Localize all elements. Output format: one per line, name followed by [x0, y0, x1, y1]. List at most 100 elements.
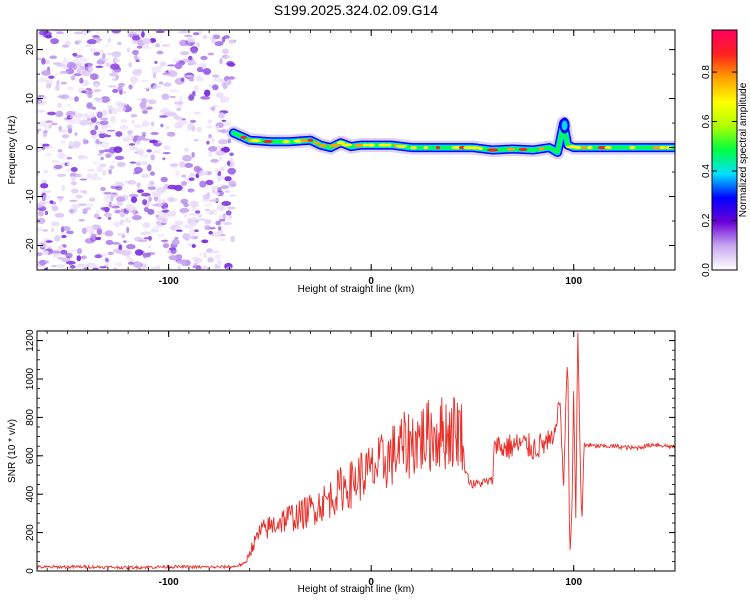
spectrogram-noise-blob — [190, 233, 195, 239]
spectrogram-noise-blob — [114, 58, 121, 63]
spectrogram-noise-blob — [188, 189, 196, 192]
spectrogram-noise-blob — [207, 257, 214, 263]
spectrogram-trace-hotspot — [580, 146, 588, 150]
spectrogram-noise-blob — [117, 232, 127, 236]
spectrogram-noise-blob — [38, 264, 46, 268]
spectrogram-noise-blob — [57, 152, 66, 160]
spectrogram-noise-blob — [42, 197, 46, 202]
spectrogram-noise-blob — [221, 119, 227, 122]
spectrogram-noise-blob — [56, 80, 60, 87]
spectrogram-noise-blob — [61, 185, 65, 192]
spectrogram-noise-blob — [136, 45, 143, 49]
spectrogram-noise-blob — [210, 233, 215, 237]
spectrogram-noise-blob — [70, 75, 76, 81]
spectrogram-noise-blob — [40, 99, 47, 106]
spectrogram-trace-hotspot — [341, 143, 353, 147]
spectrogram-noise-blob — [181, 181, 188, 186]
spectrogram-x-ticks: -100 0 100 — [46, 30, 676, 287]
spectrogram-noise-blob — [196, 259, 203, 262]
spectrogram-noise-blob — [39, 30, 47, 36]
spectrogram-noise-blob — [86, 203, 95, 208]
spectrogram-noise-blob — [211, 105, 216, 112]
spectrogram-noise-blob — [42, 96, 47, 100]
spectrogram-noise-blob — [130, 113, 137, 118]
colorbar-swatch — [712, 30, 737, 270]
spectrogram-noise-blob — [200, 55, 208, 61]
spectrogram-noise-blob — [141, 98, 148, 105]
spectrogram-noise-blob — [206, 125, 213, 129]
spectrogram-noise-blob — [202, 265, 208, 270]
spectrogram-noise-blob — [57, 196, 64, 200]
spectrogram-noise-blob — [215, 92, 224, 98]
spectrogram-noise-blob — [150, 171, 155, 176]
spectrogram-noise-blob — [229, 157, 234, 163]
spectrogram-noise-blob — [106, 52, 113, 56]
spectrogram-trace-hotspot — [487, 148, 499, 152]
spectrogram-noise-blob — [37, 100, 42, 104]
spectrogram-trace-hotspot — [597, 146, 607, 150]
spectrogram-noise-blob — [164, 125, 170, 130]
spectrogram-noise-blob — [150, 266, 158, 270]
spectrogram-noise-blob — [197, 218, 206, 221]
spectrogram-noise-blob — [95, 236, 102, 241]
spectrogram-noise-blob — [218, 156, 223, 162]
spectrogram-noise-blob — [105, 44, 109, 47]
spectrogram-noise-blob — [151, 203, 159, 206]
spectrogram-noise-blob — [149, 139, 158, 144]
spectrogram-noise-blob — [161, 44, 171, 47]
spectrogram-noise-blob — [73, 113, 84, 118]
spectrogram-noise-blob — [73, 58, 79, 64]
spectrogram-noise-blob — [204, 203, 213, 206]
x-tick-label: -100 — [159, 577, 179, 588]
spectrogram-noise-blob — [102, 109, 108, 117]
spectrogram-noise-blob — [126, 226, 130, 234]
spectrogram-noise-blob — [215, 168, 219, 174]
spectrogram-noise-blob — [76, 69, 81, 74]
spectrogram-noise-blob — [95, 209, 101, 215]
spectrogram-noise-blob — [207, 52, 215, 56]
spectrogram-noise-blob — [212, 197, 220, 201]
spectrogram-noise-blob — [131, 214, 142, 221]
spectrogram-noise-blob — [167, 64, 176, 67]
spectrogram-noise-blob — [151, 70, 156, 74]
spectrogram-noise-blob — [96, 166, 103, 173]
spectrogram-noise-blob — [180, 51, 190, 56]
spectrogram-noise-blob — [217, 130, 224, 133]
spectrogram-noise-blob — [51, 122, 58, 126]
spectrogram-noise-blob — [56, 31, 64, 35]
x-tick-label: 0 — [368, 276, 374, 287]
spectrogram-noise-blob — [181, 259, 187, 267]
spectrogram-noise-blob — [140, 79, 149, 82]
spectrogram-noise-blob — [228, 214, 233, 219]
spectrogram-noise-blob — [197, 213, 203, 218]
spectrogram-noise-blob — [67, 119, 76, 125]
spectrogram-noise-blob — [152, 84, 162, 90]
spectrogram-noise-blob — [157, 141, 162, 144]
spectrogram-noise-blob — [106, 148, 114, 153]
spectrogram-noise-blob — [79, 178, 88, 181]
spectrogram-noise-blob — [187, 37, 196, 43]
spectrogram-noise-blob — [118, 244, 123, 251]
spectrogram-noise-blob — [161, 209, 170, 213]
spectrogram-noise-blob — [93, 52, 101, 56]
spectrogram-noise-blob — [82, 138, 87, 145]
spectrogram-noise-blob — [152, 71, 157, 79]
spectrogram-noise-blob — [110, 184, 120, 187]
spectrogram-noise-blob — [95, 31, 100, 34]
spectrogram-noise-blob — [51, 227, 54, 233]
spectrogram-noise-blob — [193, 111, 201, 115]
spectrogram-noise-blob — [147, 245, 152, 249]
spectrogram-noise-blob — [98, 130, 106, 134]
spectrogram-trace-hotspot — [451, 146, 462, 150]
spectrogram-noise-blob — [170, 247, 177, 255]
spectrogram-noise-blob — [61, 234, 67, 239]
spectrogram-noise-blob — [196, 126, 202, 133]
spectrogram-trace-hotspot — [328, 144, 341, 148]
spectrogram-noise-blob — [112, 192, 117, 195]
colorbar-tick-label: 0.0 — [701, 263, 712, 277]
spectrogram-noise-blob — [111, 160, 116, 164]
spectrogram-noise-blob — [96, 111, 103, 119]
spectrogram-noise-blob — [121, 234, 126, 239]
spectrogram-noise-blob — [161, 93, 170, 100]
